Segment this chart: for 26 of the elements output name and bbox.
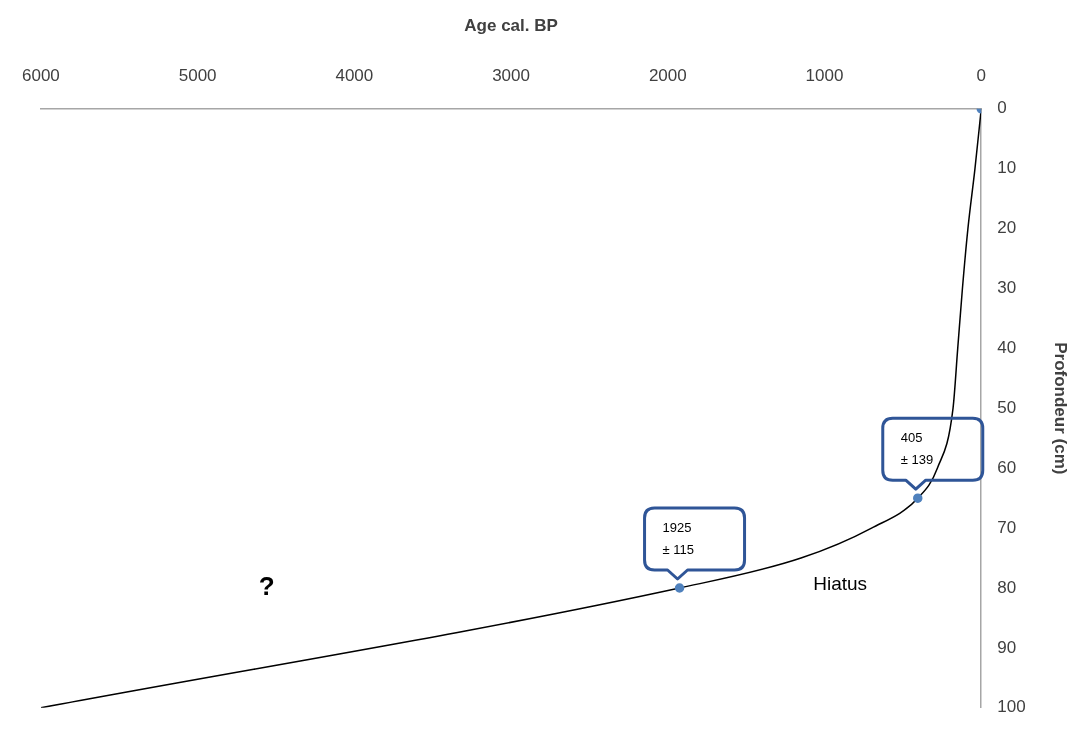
- x-tick-label: 5000: [178, 66, 217, 86]
- y-tick-label: 20: [997, 218, 1017, 238]
- y-tick-label: 40: [997, 338, 1017, 358]
- x-tick-label: 1000: [805, 66, 844, 86]
- y-tick-label: 0: [997, 98, 1007, 118]
- x-tick-label: 4000: [335, 66, 374, 86]
- annotation: 1925 ± 115: [662, 519, 695, 557]
- annotation: 405 ± 139: [900, 429, 934, 467]
- y-tick-label: 70: [997, 517, 1017, 537]
- y-tick-label: 90: [997, 637, 1017, 657]
- y-tick-label: 10: [997, 158, 1017, 178]
- x-axis-title: Age cal. BP: [464, 15, 558, 35]
- y-tick-label: 30: [997, 278, 1017, 298]
- x-tick-label: 2000: [648, 66, 687, 86]
- y-tick-label: 60: [997, 457, 1017, 477]
- x-tick-label: 0: [976, 66, 986, 86]
- x-tick-label: 6000: [22, 66, 60, 86]
- annotation: ?: [258, 571, 275, 602]
- point: [913, 493, 923, 503]
- y-axis-title: Profondeur (cm): [1051, 342, 1071, 475]
- y-tick-label: 80: [997, 577, 1017, 597]
- x-tick-label: 3000: [492, 66, 530, 86]
- point: [674, 583, 685, 593]
- y-tick-label: 50: [997, 397, 1017, 417]
- annotation: Hiatus: [813, 573, 868, 595]
- y-tick-label: 100: [997, 697, 1026, 717]
